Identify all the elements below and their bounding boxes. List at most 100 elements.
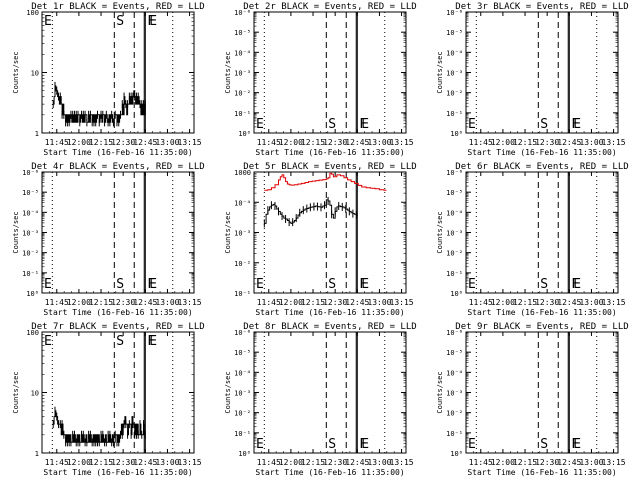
detector-panel-5: Det 5r BLACK = Events, RED = LLD 11:45 12:…: [224, 162, 417, 317]
y-tick-label: 10⁻⁴: [234, 369, 251, 377]
y-tick-label: 1: [35, 450, 39, 458]
plot-frame: [465, 331, 619, 454]
detector-panel-8: Det 8r BLACK = Events, RED = LLD 11:45 12:…: [224, 322, 417, 477]
panel-title: Det 8r BLACK = Events, RED = LLD: [243, 322, 416, 332]
y-tick-label: 10⁻⁵: [22, 189, 39, 197]
x-tick-label: 13:00: [367, 298, 391, 307]
x-axis-label: Start Time (16-Feb-16 11:35:00): [43, 468, 192, 477]
x-tick-label: 12:45: [345, 458, 369, 467]
x-axis-label: Start Time (16-Feb-16 11:35:00): [255, 308, 404, 317]
marker-label-e-start: E: [44, 277, 52, 292]
marker-label-f: F: [147, 334, 155, 349]
marker-label-s: S: [328, 437, 336, 452]
series-line-lld: [264, 172, 387, 191]
marker-label-f: F: [571, 117, 579, 132]
y-axis-label: Counts/sec: [12, 371, 20, 413]
detector-panel-9: Det 9r BLACK = Events, RED = LLD 11:4512:…: [436, 322, 629, 477]
x-tick-label: 13:15: [390, 138, 414, 147]
y-tick-label: 10⁻²: [22, 250, 39, 258]
marker-label-s: S: [328, 117, 336, 132]
x-tick-label: 12:45: [133, 298, 157, 307]
y-tick-label: 10⁻³: [234, 390, 251, 398]
y-axis-label: Counts/sec: [12, 51, 20, 93]
x-tick-label: 12:30: [323, 298, 347, 307]
marker-label-e-start: E: [44, 334, 52, 349]
y-tick-label: 10⁻¹: [22, 270, 39, 278]
detector-panel-3: Det 3r BLACK = Events, RED = LLD11:4512:…: [436, 2, 629, 157]
x-tick-label: 13:00: [367, 138, 391, 147]
y-tick-label: 10⁻⁵: [446, 29, 463, 37]
x-tick-label: 11:45: [257, 298, 281, 307]
marker-label-e-end: E: [573, 437, 581, 452]
x-axis-label: Start Time (16-Feb-16 11:35:00): [255, 468, 404, 477]
x-tick-label: 11:45: [45, 138, 69, 147]
marker-label-s: S: [116, 334, 124, 349]
x-tick-label: 12:15: [301, 458, 325, 467]
x-axis-label: Start Time (16-Feb-16 11:35:00): [255, 148, 404, 157]
marker-label-e-end: E: [361, 117, 369, 132]
y-tick-label: 100: [26, 329, 39, 337]
y-tick-label: 10⁻²: [234, 410, 251, 418]
y-axis-label: Counts/sec: [436, 371, 444, 413]
marker-label-e-end: E: [573, 117, 581, 132]
y-tick-label: 10⁻⁴: [22, 209, 39, 217]
y-tick-label: 10⁻⁵: [446, 189, 463, 197]
x-tick-label: 12:15: [89, 298, 113, 307]
marker-label-e-end: E: [149, 14, 157, 29]
y-tick-label: 10⁰: [450, 290, 463, 298]
y-tick-label: 10⁻⁵: [234, 29, 251, 37]
y-tick-label: 10: [31, 390, 39, 398]
y-tick-label: 1: [35, 130, 39, 138]
y-tick-label: 10⁰: [450, 130, 463, 138]
x-tick-label: 12:00: [67, 138, 91, 147]
panel-title: Det 9r BLACK = Events, RED = LLD: [455, 322, 628, 332]
x-tick-label: 13:00: [579, 458, 603, 467]
y-tick-label: 10⁻³: [234, 70, 251, 78]
x-tick-label: 12:00: [491, 298, 515, 307]
panel-title: Det 5r BLACK = Events, RED = LLD: [243, 162, 416, 172]
x-tick-label: 13:15: [178, 298, 202, 307]
plot-frame: [465, 171, 619, 294]
y-tick-label: 10⁻³: [446, 70, 463, 78]
x-tick-label: 12:45: [133, 458, 157, 467]
marker-label-f: F: [359, 117, 367, 132]
x-tick-label: 12:15: [513, 298, 537, 307]
x-axis-label: Start Time (16-Feb-16 11:35:00): [43, 148, 192, 157]
marker-label-f: F: [147, 14, 155, 29]
y-axis-label: Counts/sec: [224, 51, 232, 93]
y-axis-label: Counts/sec: [224, 371, 232, 413]
detector-panel-1: Det 1r BLACK = Events, RED = LLD11:4512:…: [12, 2, 205, 157]
marker-label-e-end: E: [149, 277, 157, 292]
x-tick-label: 12:00: [491, 138, 515, 147]
x-tick-label: 12:30: [323, 138, 347, 147]
y-tick-label: 10⁻²: [446, 90, 463, 98]
x-tick-label: 12:00: [67, 298, 91, 307]
detector-panel-6: Det 6r BLACK = Events, RED = LLD11:4512:…: [436, 162, 629, 317]
plot-frame: [253, 331, 407, 454]
x-tick-label: 12:30: [111, 298, 135, 307]
x-tick-label: 11:45: [469, 458, 493, 467]
x-tick-label: 13:00: [579, 298, 603, 307]
x-tick-label: 12:45: [133, 138, 157, 147]
y-tick-label: 10⁻²: [446, 410, 463, 418]
y-axis-label: Counts/sec: [12, 211, 20, 253]
x-axis-label: Start Time (16-Feb-16 11:35:00): [467, 148, 616, 157]
x-tick-label: 12:00: [491, 458, 515, 467]
y-tick-label: 10⁻⁴: [234, 199, 251, 207]
panel-title: Det 7r BLACK = Events, RED = LLD: [31, 322, 204, 332]
x-tick-label: 13:00: [579, 138, 603, 147]
x-tick-label: 13:15: [602, 298, 626, 307]
y-tick-label: 10: [31, 70, 39, 78]
x-tick-label: 13:15: [390, 298, 414, 307]
x-tick-label: 11:45: [257, 458, 281, 467]
x-tick-label: 12:45: [345, 138, 369, 147]
y-tick-label: 10⁻³: [22, 230, 39, 238]
y-tick-label: 10⁻²: [446, 250, 463, 258]
x-tick-label: 12:45: [557, 298, 581, 307]
y-tick-label: 10⁻⁶: [446, 9, 463, 17]
marker-label-e-start: E: [256, 277, 264, 292]
marker-label-f: F: [571, 277, 579, 292]
marker-label-s: S: [540, 437, 548, 452]
y-tick-label: 10⁻⁴: [234, 49, 251, 57]
x-axis-label: Start Time (16-Feb-16 11:35:00): [467, 308, 616, 317]
